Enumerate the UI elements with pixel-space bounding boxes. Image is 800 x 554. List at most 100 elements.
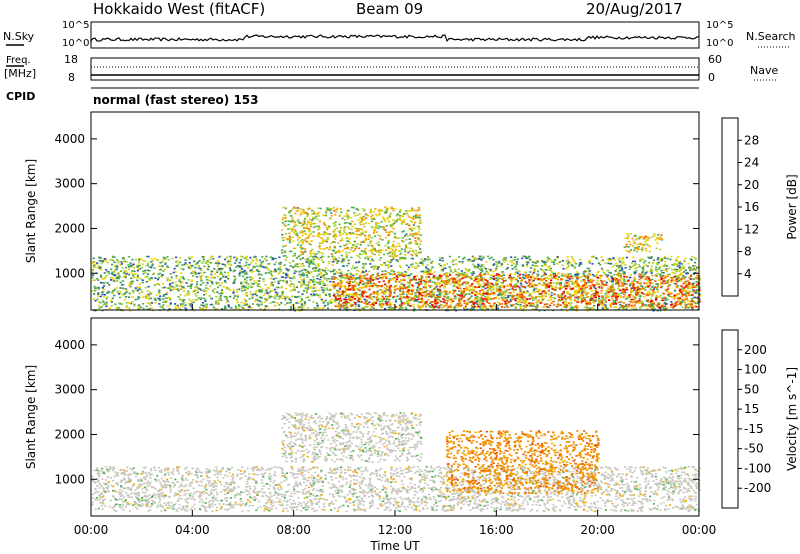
rti-cell bbox=[157, 277, 160, 279]
rti-cell bbox=[229, 289, 232, 291]
rti-cell bbox=[335, 227, 338, 230]
rti-cell bbox=[535, 296, 538, 298]
rti-cell bbox=[337, 242, 340, 244]
rti-cell bbox=[347, 215, 350, 218]
rti-cell bbox=[391, 274, 394, 276]
rti-cell bbox=[357, 284, 360, 286]
rti-cell bbox=[425, 268, 428, 270]
rti-cell bbox=[174, 306, 177, 309]
rti-cell bbox=[675, 258, 678, 260]
rti-cell bbox=[157, 265, 160, 267]
rti-cell bbox=[260, 289, 263, 292]
rti-cell bbox=[387, 234, 390, 237]
rti-cell bbox=[176, 304, 179, 307]
rti-cell bbox=[346, 226, 349, 228]
rti-cell bbox=[299, 276, 302, 278]
rti-cell bbox=[216, 291, 219, 293]
rti-cell bbox=[337, 257, 340, 259]
rti-cell bbox=[689, 287, 692, 290]
rti-cell bbox=[193, 289, 196, 292]
rti-cell bbox=[100, 276, 103, 278]
rti-cell bbox=[280, 286, 283, 289]
rti-cell bbox=[536, 304, 539, 306]
rti-cell bbox=[148, 302, 151, 305]
rti-cell bbox=[467, 270, 470, 273]
rti-cell bbox=[679, 278, 682, 280]
rti-cell bbox=[448, 290, 451, 293]
rti-cell bbox=[576, 306, 579, 309]
rti-cell bbox=[414, 253, 417, 255]
rti-cell bbox=[673, 282, 676, 285]
rti-cell bbox=[432, 277, 435, 279]
rti-cell bbox=[398, 274, 401, 277]
rti-cell bbox=[323, 283, 326, 285]
rti-cell bbox=[532, 291, 535, 294]
rti-cell bbox=[264, 305, 267, 307]
rti-cell bbox=[373, 218, 376, 220]
rti-cell bbox=[107, 270, 110, 273]
rti-cell bbox=[340, 285, 343, 287]
rti-cell bbox=[192, 290, 195, 293]
rti-cell bbox=[586, 270, 589, 272]
rti-cell bbox=[567, 284, 570, 286]
rti-cell bbox=[623, 278, 626, 281]
rti-cell bbox=[690, 274, 693, 276]
rti-cell bbox=[569, 273, 572, 275]
rti-cell bbox=[467, 288, 470, 291]
rti-cell bbox=[223, 280, 226, 282]
rti-cell bbox=[515, 283, 518, 285]
rti-cell bbox=[684, 307, 687, 309]
rti-cell bbox=[270, 282, 273, 285]
rti-cell bbox=[601, 307, 604, 309]
rti-cell bbox=[163, 286, 166, 289]
rti-cell bbox=[384, 244, 387, 247]
rti-cell bbox=[395, 220, 398, 222]
rti-cell bbox=[636, 288, 640, 291]
rti-cell bbox=[177, 290, 180, 292]
rti-cell bbox=[401, 256, 404, 259]
rti-cell bbox=[92, 279, 95, 282]
rti-cell bbox=[337, 230, 340, 232]
rti-cell bbox=[142, 296, 145, 298]
rti-cell bbox=[389, 255, 392, 257]
rti-cell bbox=[371, 226, 374, 229]
noise-strip-frame bbox=[90, 21, 700, 49]
rti-cell bbox=[317, 233, 320, 236]
rti-cell bbox=[174, 303, 177, 305]
rti-cell bbox=[286, 220, 289, 222]
rti-cell bbox=[301, 262, 304, 265]
rti-cell bbox=[318, 268, 321, 271]
rti-cell bbox=[608, 280, 611, 282]
rti-cell bbox=[353, 287, 356, 290]
rti-cell bbox=[136, 276, 139, 279]
rti-cell bbox=[504, 302, 507, 305]
rti-cell bbox=[362, 264, 366, 267]
rti-cell bbox=[606, 284, 609, 287]
rti-cell bbox=[301, 239, 304, 241]
rti-cell bbox=[526, 290, 529, 292]
rti-cell bbox=[385, 225, 388, 227]
rti-cell bbox=[519, 277, 522, 279]
rti-cell bbox=[461, 283, 464, 286]
rti-cell bbox=[289, 285, 292, 288]
rti-cell bbox=[388, 251, 391, 254]
rti-cell bbox=[468, 293, 471, 295]
rti-cell bbox=[385, 298, 388, 300]
rti-cell bbox=[610, 262, 613, 265]
rti-cell bbox=[411, 263, 414, 265]
rti-cell bbox=[271, 274, 274, 277]
rti-cell bbox=[497, 275, 500, 277]
rti-cell bbox=[510, 256, 513, 258]
rti-cell bbox=[331, 264, 334, 266]
rti-cell bbox=[656, 283, 659, 285]
rti-cell bbox=[248, 298, 251, 300]
rti-cell bbox=[305, 237, 308, 240]
rti-cell bbox=[128, 302, 131, 304]
rti-cell bbox=[368, 234, 371, 237]
rti-cell bbox=[94, 309, 97, 312]
rti-cell bbox=[213, 277, 216, 279]
rti-cell bbox=[138, 307, 141, 310]
rti-cell bbox=[399, 299, 402, 302]
rti-cell bbox=[543, 272, 547, 275]
rti-cell bbox=[217, 301, 220, 304]
